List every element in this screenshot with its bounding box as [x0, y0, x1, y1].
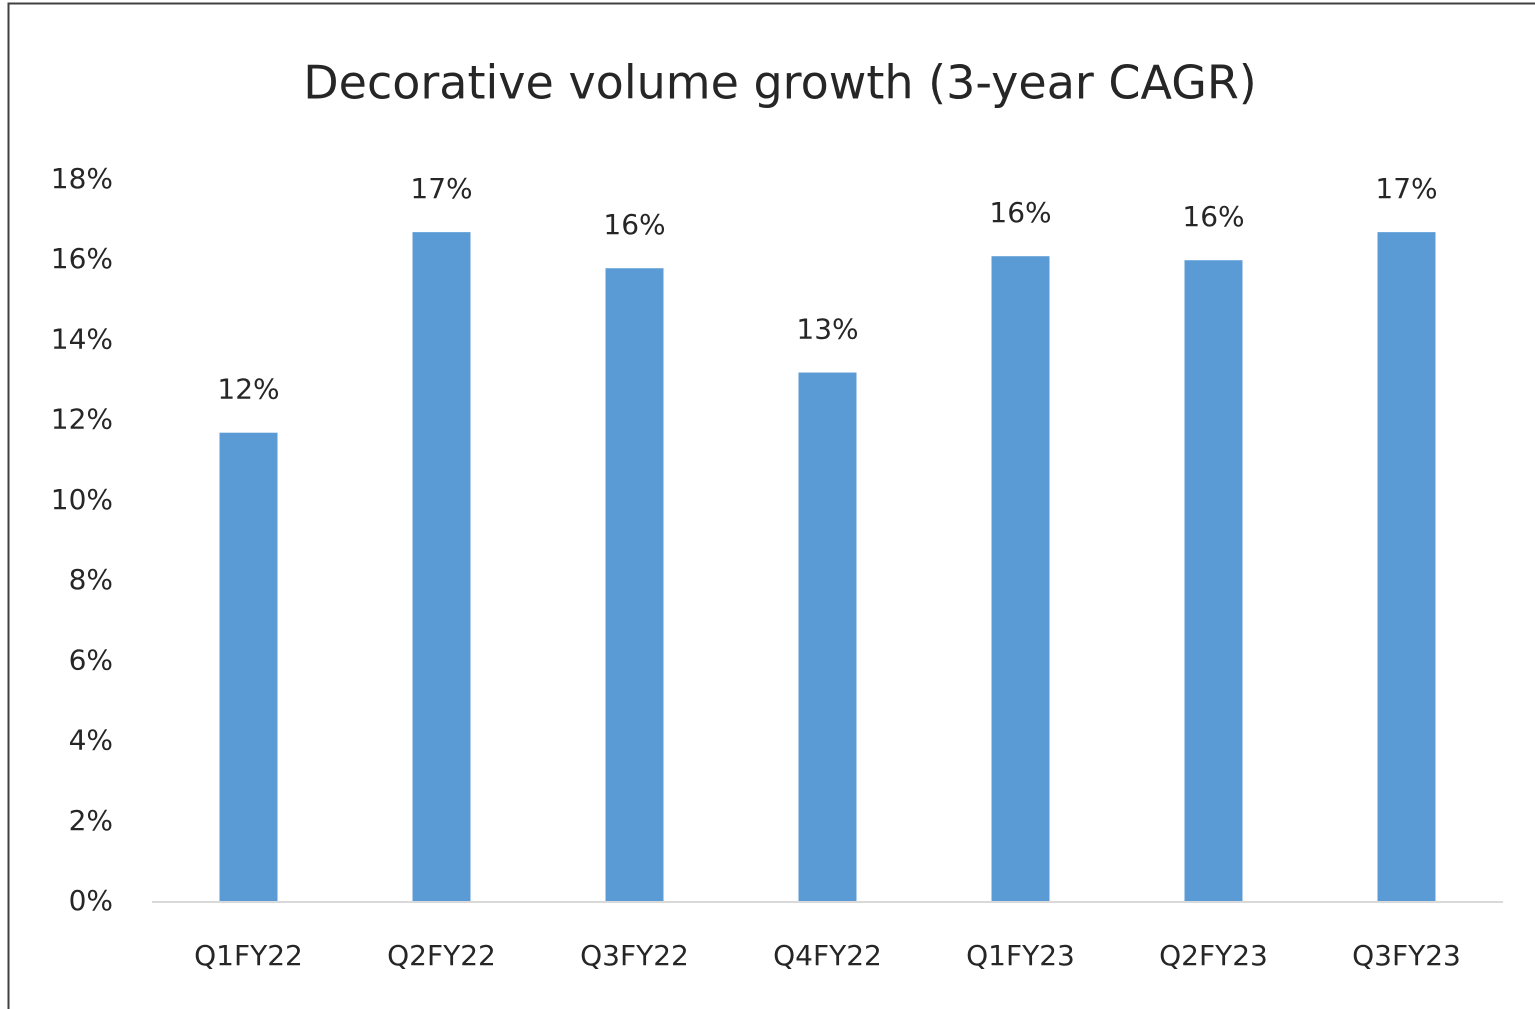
- data-label: 16%: [1182, 200, 1244, 233]
- y-tick-label: 6%: [69, 643, 113, 676]
- x-tick-label: Q3FY23: [1352, 939, 1461, 972]
- x-tick-label: Q1FY22: [194, 939, 303, 972]
- x-tick-label: Q4FY22: [773, 939, 882, 972]
- data-label: 17%: [1375, 172, 1437, 205]
- y-tick-label: 14%: [51, 322, 113, 355]
- y-tick-label: 8%: [69, 563, 113, 596]
- bar: [219, 432, 278, 902]
- x-tick-label: Q2FY23: [1159, 939, 1268, 972]
- data-label: 16%: [989, 196, 1051, 229]
- data-label: 17%: [410, 172, 472, 205]
- data-label: 12%: [217, 373, 279, 406]
- y-tick-label: 2%: [69, 804, 113, 837]
- y-tick-label: 0%: [69, 884, 113, 917]
- bar: [412, 232, 471, 903]
- y-tick-label: 10%: [51, 483, 113, 516]
- x-tick-label: Q2FY22: [387, 939, 496, 972]
- bar: [605, 268, 664, 902]
- y-tick-label: 18%: [51, 162, 113, 195]
- x-tick-label: Q1FY23: [966, 939, 1075, 972]
- bar: [798, 372, 857, 902]
- data-label: 13%: [796, 313, 858, 346]
- data-label: 16%: [603, 208, 665, 241]
- y-tick-label: 4%: [69, 724, 113, 757]
- bar: [991, 256, 1050, 902]
- y-tick-label: 12%: [51, 403, 113, 436]
- chart-title: Decorative volume growth (3-year CAGR): [303, 56, 1257, 110]
- x-tick-label: Q3FY22: [580, 939, 689, 972]
- bar: [1184, 260, 1243, 902]
- bar: [1377, 232, 1436, 903]
- y-tick-label: 16%: [51, 242, 113, 275]
